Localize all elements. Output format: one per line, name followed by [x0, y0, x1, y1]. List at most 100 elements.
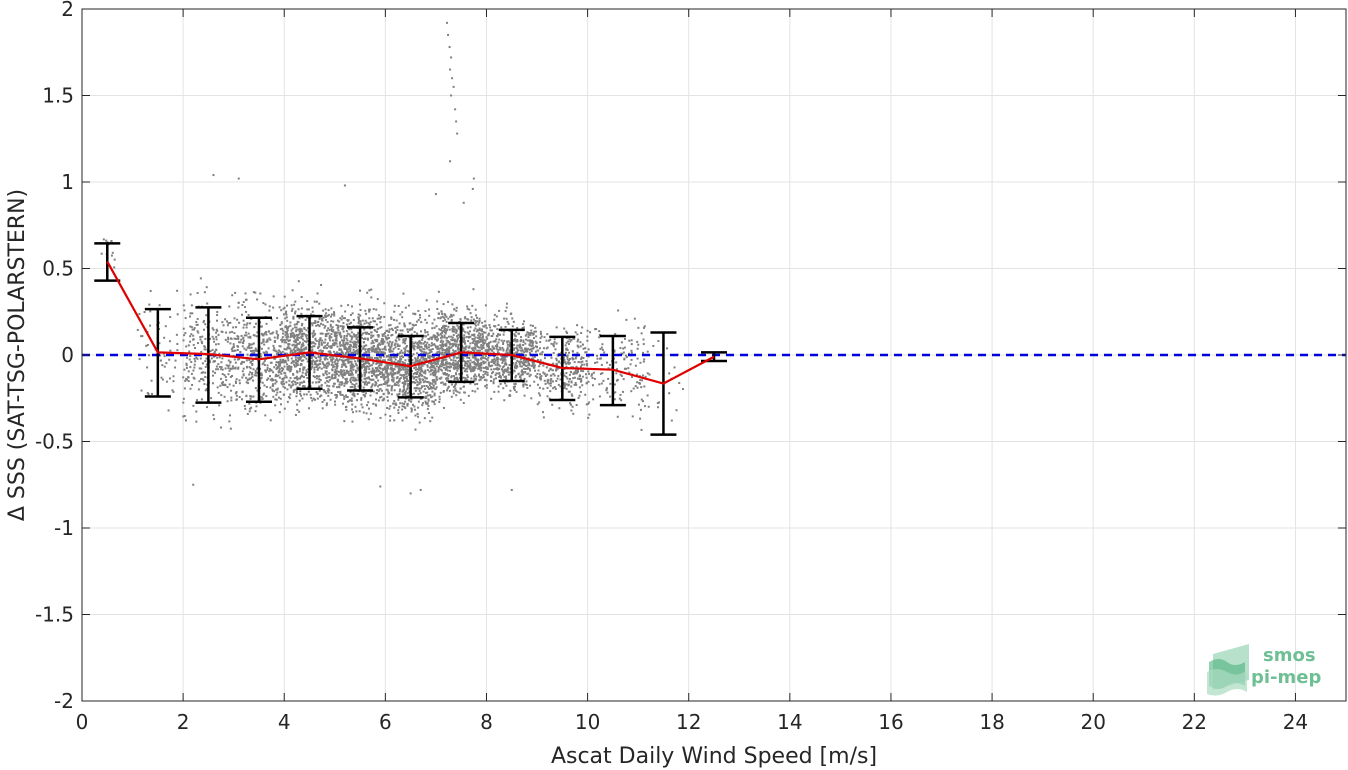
scatter-point	[336, 359, 339, 362]
scatter-point	[372, 308, 375, 311]
scatter-point	[509, 389, 512, 392]
scatter-point	[335, 334, 338, 337]
scatter-point	[485, 379, 488, 382]
scatter-point	[213, 340, 216, 343]
scatter-point	[248, 347, 251, 350]
scatter-point	[295, 375, 298, 378]
scatter-point	[578, 375, 581, 378]
scatter-point	[532, 337, 535, 340]
scatter-point	[229, 414, 232, 417]
scatter-point	[422, 371, 425, 374]
scatter-point	[452, 389, 455, 392]
scatter-point	[261, 397, 264, 400]
scatter-point	[333, 382, 336, 385]
scatter-point	[364, 362, 367, 365]
scatter-point	[474, 367, 477, 370]
scatter-point	[485, 327, 488, 330]
scatter-point	[519, 346, 522, 349]
scatter-point	[373, 373, 376, 376]
scatter-point	[577, 396, 580, 399]
scatter-point	[289, 350, 292, 353]
scatter-point	[464, 348, 467, 351]
scatter-point	[417, 318, 420, 321]
scatter-point	[462, 337, 465, 340]
scatter-point	[387, 344, 390, 347]
scatter-point	[496, 367, 499, 370]
scatter-point	[456, 369, 459, 372]
scatter-point	[406, 402, 409, 405]
scatter-point	[387, 390, 390, 393]
scatter-point	[285, 341, 288, 344]
scatter-point	[324, 370, 327, 373]
scatter-point	[518, 360, 521, 363]
scatter-point	[652, 344, 655, 347]
scatter-point	[345, 395, 348, 398]
scatter-point	[378, 342, 381, 345]
scatter-point	[357, 321, 360, 324]
scatter-point	[484, 361, 487, 364]
scatter-point	[376, 374, 379, 377]
scatter-point	[476, 340, 479, 343]
scatter-point	[313, 376, 316, 379]
scatter-point	[446, 379, 449, 382]
scatter-point	[367, 350, 370, 353]
scatter-point	[407, 330, 410, 333]
scatter-point	[319, 356, 322, 359]
scatter-point	[408, 360, 411, 363]
scatter-point	[231, 330, 234, 333]
scatter-point	[542, 347, 545, 350]
scatter-point	[284, 386, 287, 389]
scatter-point	[416, 347, 419, 350]
scatter-point	[176, 313, 179, 316]
scatter-point	[521, 362, 524, 365]
scatter-point	[188, 358, 191, 361]
scatter-point	[533, 330, 536, 333]
scatter-point	[292, 348, 295, 351]
scatter-point	[378, 383, 381, 386]
scatter-point	[290, 309, 293, 312]
scatter-point	[565, 362, 568, 365]
scatter-point	[430, 342, 433, 345]
scatter-point	[277, 333, 280, 336]
scatter-point	[176, 289, 179, 292]
scatter-point	[274, 357, 277, 360]
scatter-point	[341, 351, 344, 354]
scatter-point	[451, 336, 454, 339]
scatter-point	[203, 348, 206, 351]
scatter-point	[586, 362, 589, 365]
scatter-point	[235, 378, 238, 381]
scatter-point	[203, 346, 206, 349]
scatter-point	[503, 375, 506, 378]
scatter-point	[346, 319, 349, 322]
scatter-point	[468, 366, 471, 369]
scatter-point	[242, 373, 245, 376]
scatter-point	[390, 327, 393, 330]
scatter-point	[250, 406, 253, 409]
scatter-point	[457, 362, 460, 365]
scatter-point	[247, 345, 250, 348]
x-tick-label: 12	[676, 710, 701, 734]
scatter-point	[315, 324, 318, 327]
scatter-point	[393, 343, 396, 346]
scatter-point	[230, 374, 233, 377]
scatter-point	[394, 382, 397, 385]
scatter-point	[376, 368, 379, 371]
scatter-point	[425, 351, 428, 354]
scatter-point	[568, 362, 571, 365]
scatter-point	[390, 344, 393, 347]
scatter-point	[486, 348, 489, 351]
scatter-point	[448, 352, 451, 355]
scatter-point	[471, 353, 474, 356]
scatter-point	[575, 365, 578, 368]
scatter-point	[281, 383, 284, 386]
scatter-point	[515, 340, 518, 343]
scatter-point	[515, 367, 518, 370]
scatter-point	[438, 398, 441, 401]
scatter-point	[210, 357, 213, 360]
scatter-point	[220, 368, 223, 371]
scatter-point	[469, 364, 472, 367]
scatter-point	[314, 398, 317, 401]
scatter-point	[172, 390, 175, 393]
scatter-point	[398, 365, 401, 368]
scatter-point	[531, 363, 534, 366]
